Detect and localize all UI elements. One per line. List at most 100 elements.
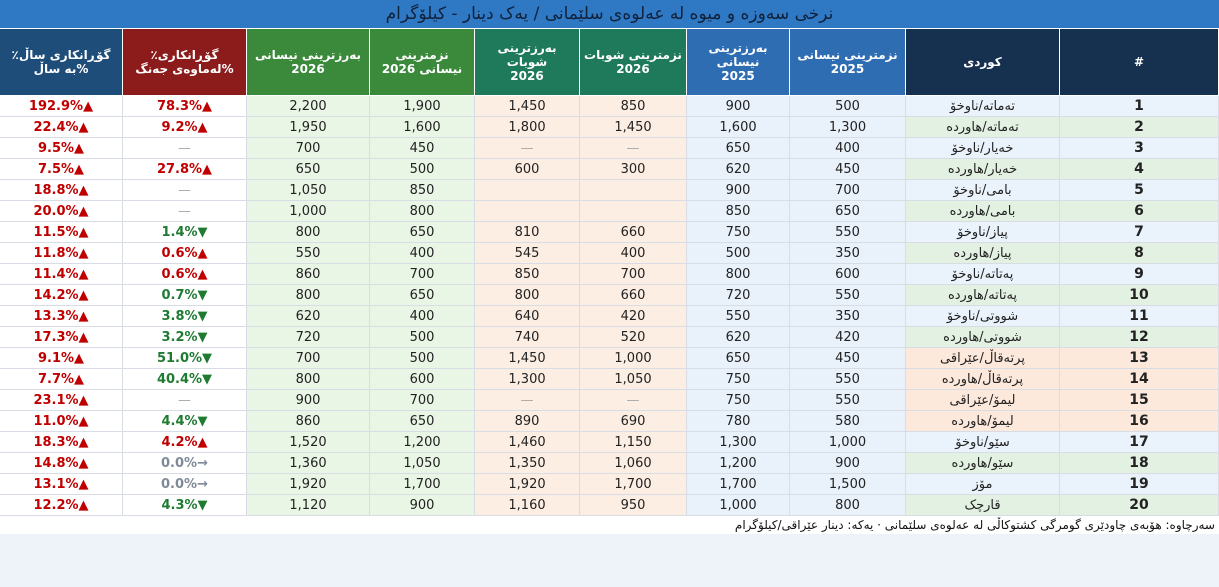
item-name: بامی/هاوردە [905,200,1060,222]
cell: 650 [369,410,475,432]
cell: 900 [789,452,906,474]
empty-cell [474,179,580,201]
cell: 550 [789,284,906,306]
cell: 650 [686,137,790,159]
row-number: 2 [1059,116,1219,138]
cell: 890 [474,410,580,432]
cell: 650 [789,200,906,222]
cell: 350 [789,242,906,264]
empty-cell [474,200,580,222]
item-name: شووتی/ناوخۆ [905,305,1060,327]
cell: 700 [369,263,475,285]
table-row: 2 تەماتە/هاوردە 1,300 1,600 1,450 1,800 1,600 1… [0,116,1219,138]
cell: ▲7.7% [0,368,123,390]
cell: 1,000 [246,200,370,222]
cell: 850 [686,200,790,222]
row-number: 7 [1059,221,1219,243]
cell: 860 [246,410,370,432]
cell: 740 [474,326,580,348]
cell: 720 [686,284,790,306]
cell: 650 [369,221,475,243]
cell: ▼0.7% [122,284,247,306]
item-name: لیمۆ/هاوردە [905,410,1060,432]
item-name: پرتەقاڵ/هاوردە [905,368,1060,390]
row-number: 20 [1059,494,1219,516]
cell: 500 [369,347,475,369]
cell: 400 [369,305,475,327]
column-header: نزمترینی نیسانی 2026 [369,28,475,96]
cell: 1,700 [686,473,790,495]
cell: ▲11.8% [0,242,123,264]
row-number: 10 [1059,284,1219,306]
column-header: کوردی [905,28,1060,96]
cell: ▲17.3% [0,326,123,348]
table-row: 11 شووتی/ناوخۆ 350 550 420 640 400 620 ▼3.8% ▲13.… [0,305,1219,327]
item-name: مۆز [905,473,1060,495]
column-header: نزمترینی شوبات 2026 [579,28,687,96]
table-row: 8 پیاز/هاوردە 350 500 400 545 400 550 ▲0.6% ▲11.8… [0,242,1219,264]
cell: — [122,137,247,159]
cell: ▼3.8% [122,305,247,327]
cell: ▲11.0% [0,410,123,432]
row-number: 9 [1059,263,1219,285]
column-header: بەرزترینی شوبات 2026 [474,28,580,96]
cell: 400 [369,242,475,264]
column-header: گۆڕانکاری ساڵ٪ %بە ساڵ [0,28,123,96]
cell: 850 [474,263,580,285]
cell: 700 [369,389,475,411]
cell: — [122,389,247,411]
cell: 750 [686,368,790,390]
cell: ▼1.4% [122,221,247,243]
item-name: سێو/هاوردە [905,452,1060,474]
cell: 620 [686,326,790,348]
table-row: 16 لیمۆ/هاوردە 580 780 690 890 650 860 ▼4.4% ▲11.… [0,410,1219,432]
cell: 600 [789,263,906,285]
cell: 700 [789,179,906,201]
footnote: سەرچاوە: هۆبەی چاودێری گومرگی کشتوکاڵی ل… [0,516,1219,534]
cell: 1,050 [579,368,687,390]
table-row: 6 بامی/هاوردە 650 850 800 1,000— ▲20.0% [0,200,1219,222]
cell: 600 [369,368,475,390]
column-header: # [1059,28,1219,96]
cell: 450 [789,158,906,180]
cell: 545 [474,242,580,264]
cell: — [122,179,247,201]
cell: 1,200 [369,431,475,453]
cell: ▲27.8% [122,158,247,180]
cell: 1,300 [686,431,790,453]
cell: 1,520 [246,431,370,453]
cell: 800 [369,200,475,222]
cell: 1,060 [579,452,687,474]
cell: 660 [579,221,687,243]
cell: 550 [686,305,790,327]
cell: 1,800 [474,116,580,138]
row-number: 3 [1059,137,1219,159]
cell: 650 [686,347,790,369]
cell: ▲22.4% [0,116,123,138]
cell: 1,000 [579,347,687,369]
item-name: لیمۆ/عێراقی [905,389,1060,411]
cell: ▼4.3% [122,494,247,516]
cell: 1,450 [579,116,687,138]
column-header: نزمترینی نیسانی 2025 [789,28,906,96]
cell: 1,920 [246,473,370,495]
cell: →0.0% [122,473,247,495]
cell: 690 [579,410,687,432]
row-number: 8 [1059,242,1219,264]
table-row: 20 قارچک 800 1,000 950 1,160 900 1,120 ▼4.3% ▲12.… [0,494,1219,516]
cell: 420 [789,326,906,348]
cell: ▲18.3% [0,431,123,453]
cell: 810 [474,221,580,243]
row-number: 17 [1059,431,1219,453]
table-row: 1 تەماتە/ناوخۆ 500 900 850 1,450 1,900 2,200 ▲78… [0,95,1219,117]
row-number: 4 [1059,158,1219,180]
cell: 1,920 [474,473,580,495]
cell: ▲11.4% [0,263,123,285]
cell: 1,600 [686,116,790,138]
cell: 400 [579,242,687,264]
cell: 800 [789,494,906,516]
cell: 400 [789,137,906,159]
cell: 780 [686,410,790,432]
cell: 550 [789,389,906,411]
cell: 1,350 [474,452,580,474]
